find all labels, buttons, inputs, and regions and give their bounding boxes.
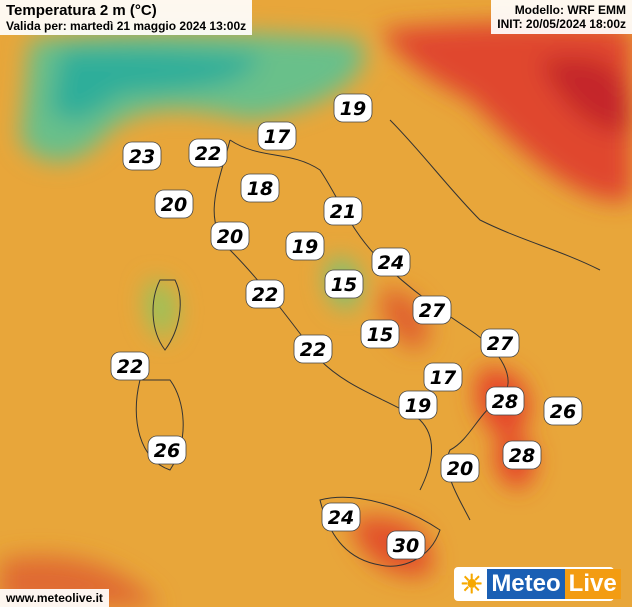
label-box [502,440,542,470]
label-box [321,502,361,532]
logo-sun: ☀ [460,568,484,599]
label-box [147,435,187,465]
label-box [333,93,373,123]
temperature-label: 20 [161,194,187,216]
header: Temperatura 2 m (°C) Valida per: martedì… [0,0,253,35]
label-box [110,351,150,381]
label-box [398,390,438,420]
label-box [360,319,400,349]
label-box [285,231,325,261]
label-box [480,328,520,358]
logo: ☀ Meteo Live [454,567,621,601]
temperature-label: 26 [550,401,576,423]
temperature-label: 27 [487,333,514,355]
model-name: Modello: WRF EMM [514,3,626,17]
logo-meteo: Meteo [487,569,565,599]
label-box [210,221,250,251]
temperature-label: 21 [330,201,356,223]
label-box [323,196,363,226]
temperature-label: 26 [154,440,180,462]
temperature-label: 19 [340,98,366,120]
temperature-label: 19 [292,236,318,258]
model-info: Modello: WRF EMM INIT: 20/05/2024 18:00z [491,0,632,34]
label-box [440,453,480,483]
temperature-label: 24 [328,507,354,529]
label-box [122,141,162,171]
temperature-label: 20 [447,458,473,480]
valid-time: Valida per: martedì 21 maggio 2024 13:00… [6,19,247,33]
label-box [188,138,228,168]
temperature-label: 22 [195,143,221,165]
temperature-label: 24 [378,252,404,274]
init-time: INIT: 20/05/2024 18:00z [497,17,626,31]
label-box [423,362,463,392]
temperature-label: 17 [264,126,291,148]
temperature-label: 23 [129,146,155,168]
label-box [412,295,452,325]
label-box [324,269,364,299]
temperature-label: 30 [393,535,419,557]
label-box [257,121,297,151]
label-box [371,247,411,277]
temperature-label: 27 [419,300,446,322]
title: Temperatura 2 m (°C) [6,2,157,19]
temperature-field [0,22,632,607]
temperature-label: 28 [509,445,535,467]
temperature-label: 22 [300,339,326,361]
label-box [386,530,426,560]
temperature-label: 22 [252,284,278,306]
temperature-label: 15 [331,274,357,296]
label-box [485,386,525,416]
temperature-label: 20 [217,226,243,248]
temperature-label: 22 [117,356,143,378]
label-box [543,396,583,426]
temperature-label: 28 [492,391,518,413]
temperature-label: 15 [367,324,393,346]
temperature-label: 19 [405,395,431,417]
temperature-label: 17 [430,367,457,389]
logo-live: Live [564,569,621,599]
label-box [293,334,333,364]
label-box [245,279,285,309]
label-box [154,189,194,219]
temperature-label: 18 [247,178,273,200]
label-box [240,173,280,203]
footer-url: www.meteolive.it [0,589,109,607]
